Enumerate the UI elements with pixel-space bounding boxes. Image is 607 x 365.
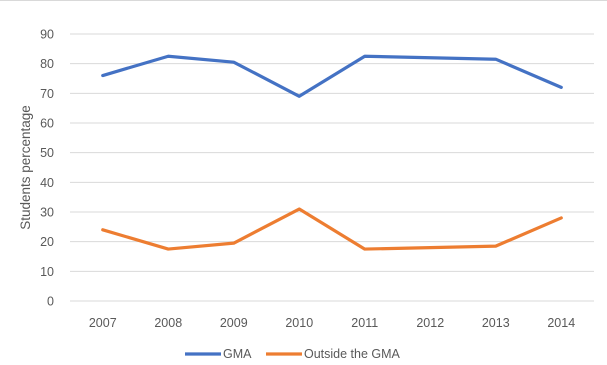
y-tick-label: 50 <box>40 146 54 160</box>
legend: GMA Outside the GMA <box>185 347 401 361</box>
data-point <box>560 216 563 220</box>
x-tick-label: 2014 <box>547 316 575 330</box>
series-lines <box>101 54 563 251</box>
data-point <box>232 60 235 64</box>
gridlines <box>70 33 594 302</box>
y-tick-label: 80 <box>40 57 54 71</box>
x-tick-label: 2011 <box>351 316 378 330</box>
data-point <box>363 55 366 58</box>
data-point <box>298 95 301 98</box>
y-tick-label: 30 <box>40 206 54 220</box>
y-tick-label: 10 <box>40 265 54 279</box>
x-tick-label: 2012 <box>416 316 444 330</box>
data-point <box>298 207 301 211</box>
data-point <box>494 244 497 248</box>
data-point <box>363 247 366 251</box>
series-line-outside-gma <box>101 207 563 251</box>
data-point <box>429 56 432 59</box>
data-point <box>101 74 104 77</box>
x-tick-label: 2007 <box>89 316 117 330</box>
x-tick-label: 2010 <box>285 316 313 330</box>
data-point <box>429 246 432 249</box>
legend-label: GMA <box>223 347 252 361</box>
x-tick-label: 2009 <box>220 316 248 330</box>
y-tick-label: 90 <box>40 28 54 42</box>
y-tick-label: 60 <box>40 117 54 131</box>
y-tick-label: 40 <box>40 176 54 190</box>
top-border <box>0 0 607 1</box>
x-axis-ticks: 2007 2008 2009 2010 2011 2012 2013 2014 <box>89 316 575 330</box>
data-point <box>101 228 104 231</box>
data-point <box>167 55 170 58</box>
data-point <box>167 247 170 251</box>
data-point <box>494 58 497 61</box>
x-tick-label: 2008 <box>154 316 182 330</box>
y-tick-label: 0 <box>47 295 54 309</box>
y-axis-ticks: 0 10 20 30 40 50 60 70 80 90 <box>40 28 54 309</box>
x-tick-label: 2013 <box>482 316 510 330</box>
y-tick-label: 70 <box>40 87 54 101</box>
data-point <box>232 241 235 245</box>
y-tick-label: 20 <box>40 235 54 249</box>
y-axis-title: Students percentage <box>18 105 33 230</box>
data-point <box>560 86 563 89</box>
series-line-gma <box>101 54 563 98</box>
legend-label: Outside the GMA <box>304 347 401 361</box>
